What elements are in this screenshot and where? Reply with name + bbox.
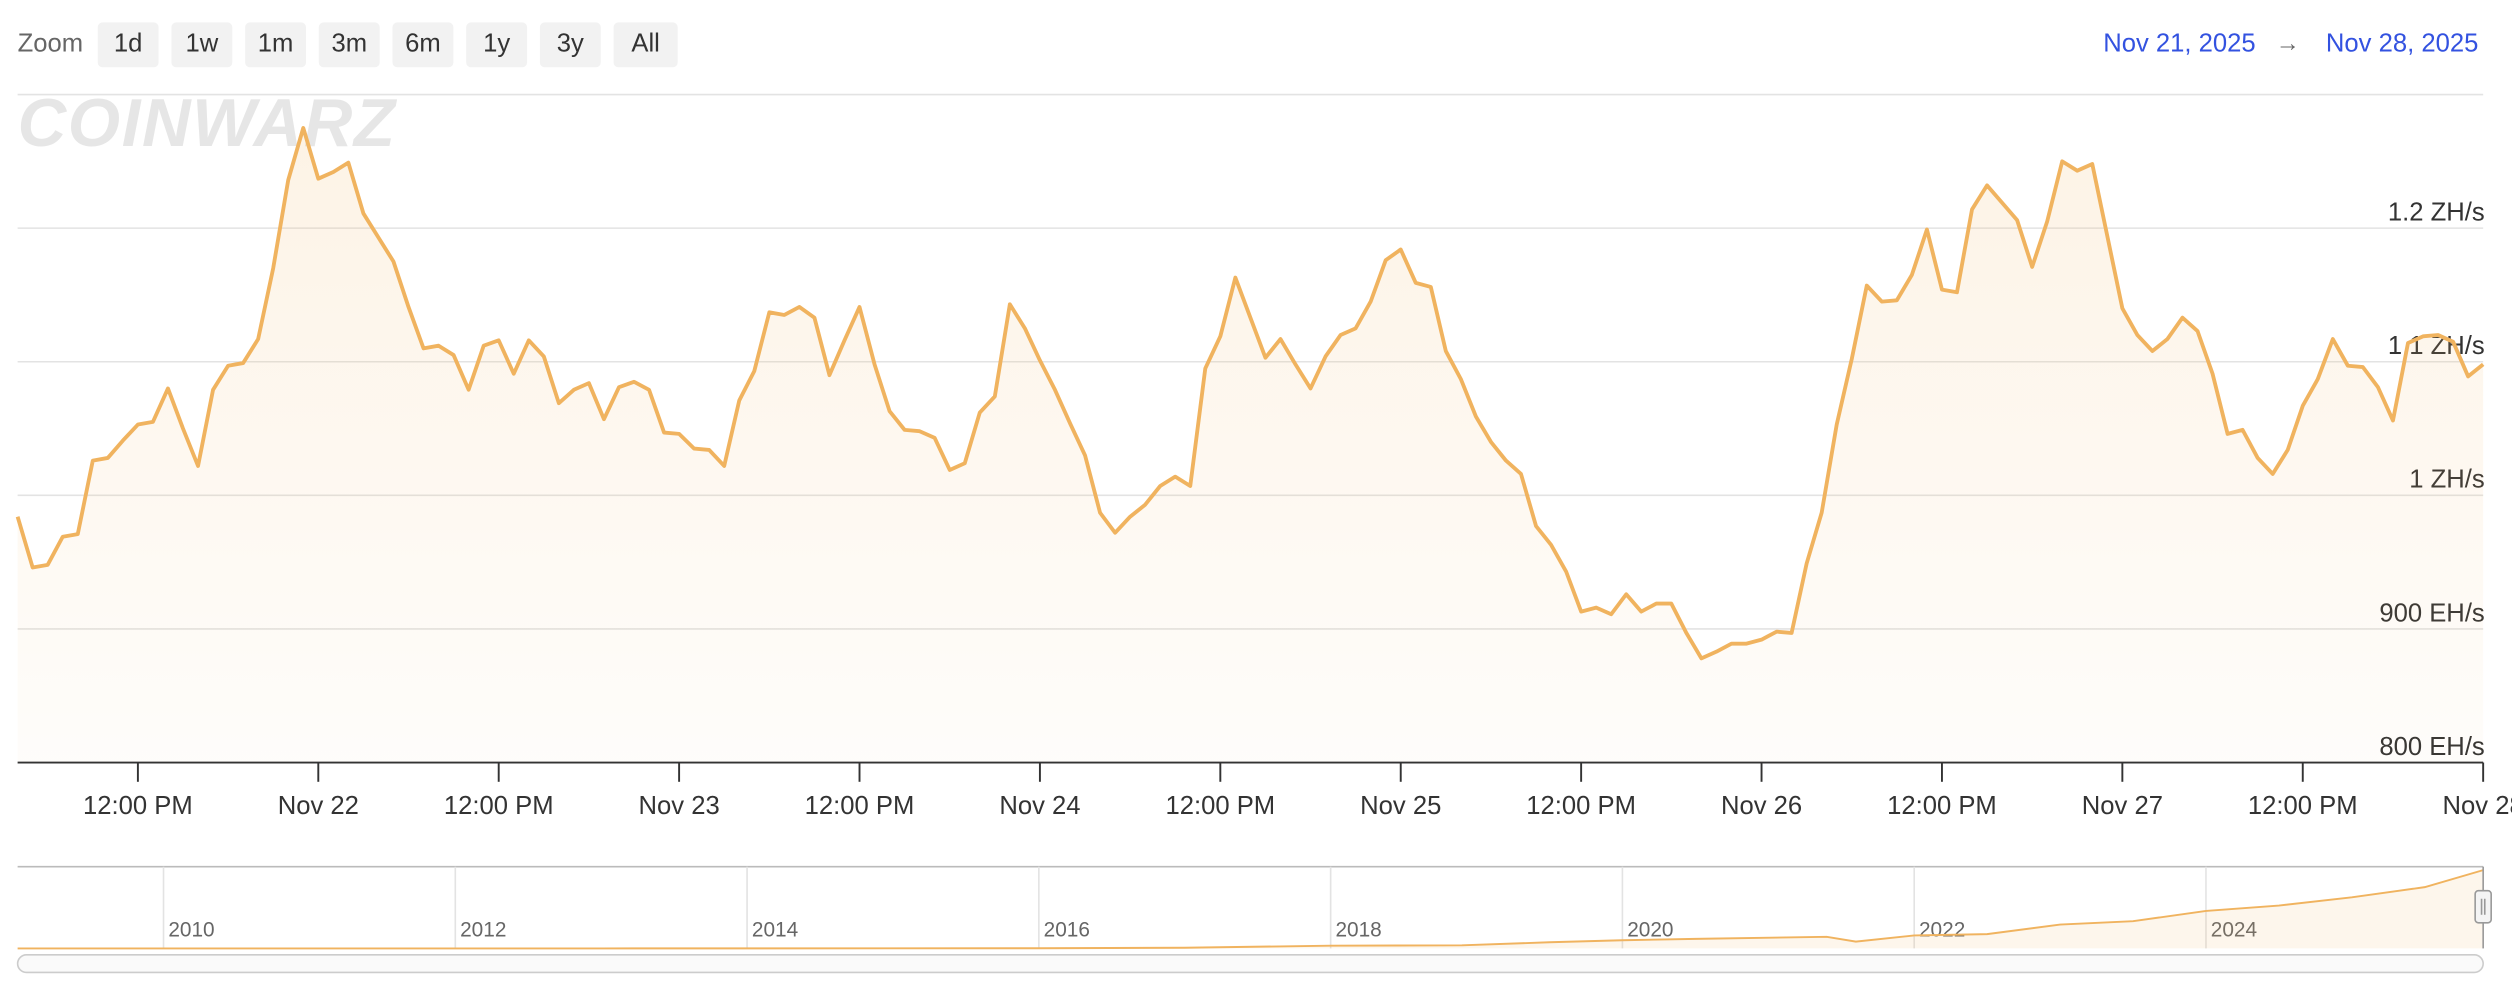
x-tick-label: Nov 26: [1721, 792, 1802, 820]
x-tick-label: Nov 24: [999, 792, 1080, 820]
zoom-button[interactable]: [171, 22, 233, 68]
zoom-button[interactable]: [613, 22, 678, 68]
navigator: 2010 2012 2014 2016 2018 2020 2022 2024: [17, 866, 2484, 950]
x-tick-label: Nov 27: [2082, 792, 2163, 820]
zoom-button-label[interactable]: All: [631, 30, 659, 58]
navigator-tick-label: 2012: [460, 918, 506, 941]
zoom-buttons: 1d 1w 1m 3m 6m 1y 3y All: [97, 22, 678, 68]
zoom-button-label[interactable]: 6m: [405, 30, 441, 58]
x-tick-label: Nov 23: [639, 792, 720, 820]
zoom-button[interactable]: [392, 22, 454, 68]
zoom-button[interactable]: [466, 22, 528, 68]
zoom-button-label[interactable]: 1w: [185, 30, 218, 58]
navigator-fill: [17, 870, 2484, 949]
zoom-button[interactable]: [97, 22, 159, 68]
zoom-button-label[interactable]: 1m: [258, 30, 294, 58]
navigator-handle[interactable]: [2474, 889, 2492, 924]
x-tick-label: 12:00 PM: [2248, 792, 2358, 820]
x-tick-label: 12:00 PM: [1165, 792, 1275, 820]
navigator-tick-label: 2024: [2211, 918, 2257, 941]
range-from: Nov 21, 2025: [2103, 30, 2255, 58]
watermark: COINWARZ: [18, 86, 398, 161]
zoom-button-label[interactable]: 1d: [114, 30, 143, 58]
navigator-tick-label: 2010: [168, 918, 214, 941]
data-line: [15, 126, 2485, 661]
zoom-button[interactable]: [245, 22, 306, 68]
navigator-tick-label: 2016: [1044, 918, 1090, 941]
area-fill: [17, 127, 2484, 763]
x-tick-label: 12:00 PM: [1887, 792, 1997, 820]
x-tick-label: 12:00 PM: [1526, 792, 1636, 820]
x-tick-label: Nov 25: [1360, 792, 1441, 820]
range-to: Nov 28, 2025: [2326, 30, 2478, 58]
y-tick-label: 1.2 ZH/s: [2388, 198, 2485, 226]
x-tick-label: 12:00 PM: [83, 792, 193, 820]
x-tick-label: Nov 28: [2443, 792, 2512, 820]
range-arrow: →: [2276, 30, 2300, 57]
zoom-button-label[interactable]: 3m: [331, 30, 367, 58]
zoom-button-label[interactable]: 3y: [557, 30, 584, 58]
navigator-bg: [17, 866, 2484, 949]
x-tick-label: 12:00 PM: [805, 792, 915, 820]
navigator-tick-label: 2018: [1335, 918, 1381, 941]
navigator-tick-label: 2020: [1627, 918, 1673, 941]
navigator-line: [17, 869, 2484, 950]
zoom-button[interactable]: [539, 22, 601, 68]
x-tick-label: Nov 22: [278, 792, 359, 820]
zoom-label: Zoom: [18, 30, 84, 58]
navigator-tick-label: 2014: [752, 918, 798, 941]
zoom-button-label[interactable]: 1y: [483, 30, 510, 58]
x-tick-label: 12:00 PM: [444, 792, 554, 820]
scrollbar[interactable]: [16, 954, 2484, 974]
zoom-button[interactable]: [318, 22, 380, 68]
main-plot: 800 EH/s900 EH/s1 ZH/s1.1 ZH/s1.2 ZH/s12…: [15, 126, 2512, 820]
